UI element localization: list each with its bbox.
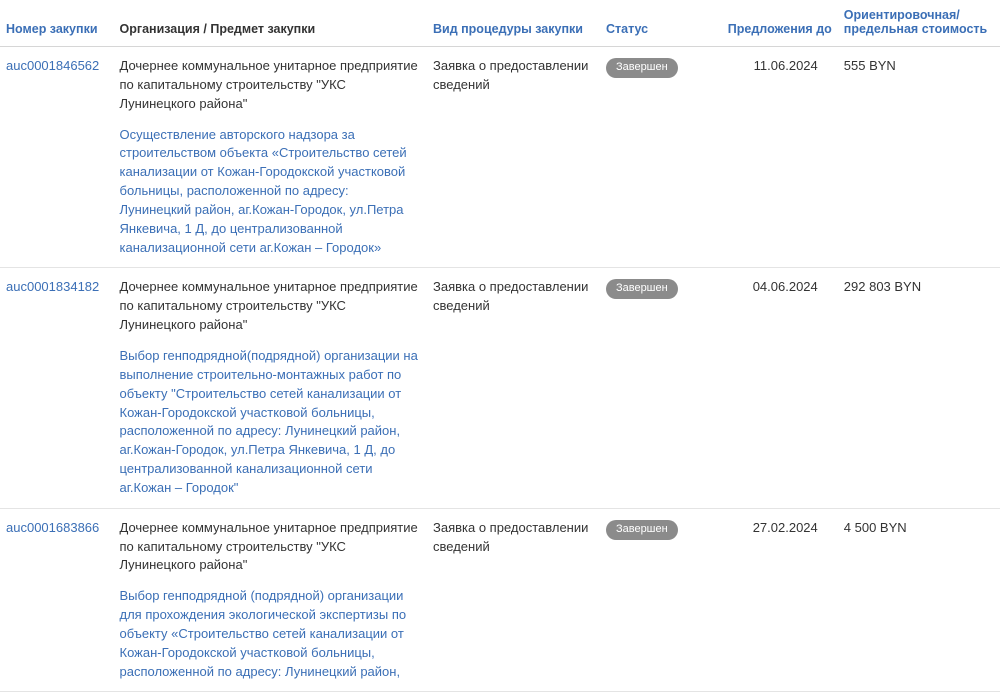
table-row: auc0001846562 Дочернее коммунальное унит… [0,47,1000,268]
organization-name: Дочернее коммунальное унитарное предприя… [120,519,422,576]
procurement-subject-link[interactable]: Осуществление авторского надзора за стро… [120,126,422,258]
header-org: Организация / Предмет закупки [114,0,428,47]
procedure-type: Заявка о предоставлении сведений [427,508,600,692]
header-number[interactable]: Номер закупки [0,0,114,47]
header-cost[interactable]: Ориентировочная/ предельная стоимость [838,0,1000,47]
status-badge: Завершен [606,279,678,299]
procurement-subject-link[interactable]: Выбор генподрядной (подрядной) организац… [120,587,422,681]
procedure-type: Заявка о предоставлении сведений [427,47,600,268]
header-status[interactable]: Статус [600,0,708,47]
procedure-type: Заявка о предоставлении сведений [427,268,600,508]
header-row: Номер закупки Организация / Предмет заку… [0,0,1000,47]
table-row: auc0001834182 Дочернее коммунальное унит… [0,268,1000,508]
table-row: auc0001683866 Дочернее коммунальное унит… [0,508,1000,692]
procurement-subject-link[interactable]: Выбор генподрядной(подрядной) организаци… [120,347,422,498]
header-type[interactable]: Вид процедуры закупки [427,0,600,47]
organization-name: Дочернее коммунальное унитарное предприя… [120,278,422,335]
status-badge: Завершен [606,520,678,540]
deadline-date: 27.02.2024 [708,508,838,692]
procurement-number-link[interactable]: auc0001834182 [6,279,99,294]
procurement-number-link[interactable]: auc0001683866 [6,520,99,535]
cost-value: 4 500 BYN [838,508,1000,692]
status-badge: Завершен [606,58,678,78]
deadline-date: 04.06.2024 [708,268,838,508]
header-deadline[interactable]: Предложения до [708,0,838,47]
table-body: auc0001846562 Дочернее коммунальное унит… [0,47,1000,692]
organization-name: Дочернее коммунальное унитарное предприя… [120,57,422,114]
cost-value: 555 BYN [838,47,1000,268]
procurement-number-link[interactable]: auc0001846562 [6,58,99,73]
cost-value: 292 803 BYN [838,268,1000,508]
deadline-date: 11.06.2024 [708,47,838,268]
procurement-table: Номер закупки Организация / Предмет заку… [0,0,1000,692]
